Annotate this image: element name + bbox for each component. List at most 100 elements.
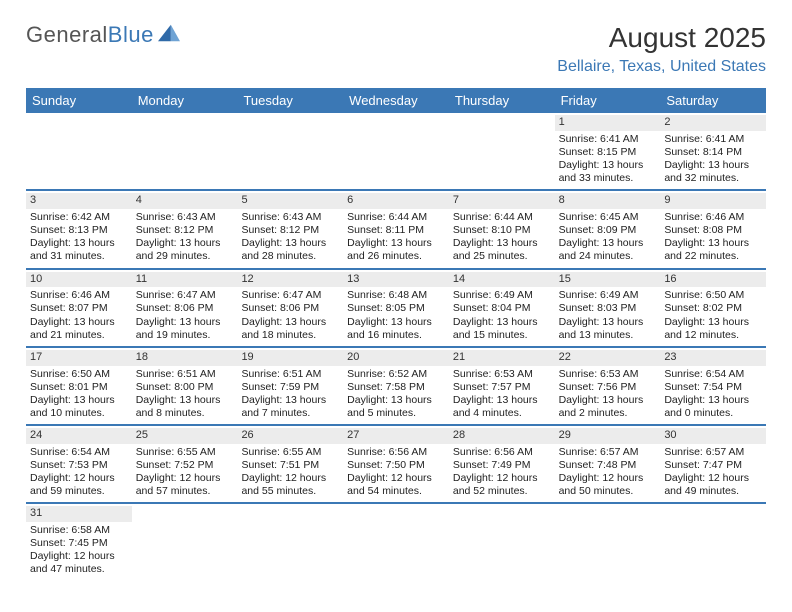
week-row: 3Sunrise: 6:42 AMSunset: 8:13 PMDaylight… xyxy=(26,191,766,269)
calendar-cell: 23Sunrise: 6:54 AMSunset: 7:54 PMDayligh… xyxy=(660,348,766,424)
cell-line: Sunrise: 6:52 AM xyxy=(347,368,445,381)
calendar-cell: 31Sunrise: 6:58 AMSunset: 7:45 PMDayligh… xyxy=(26,504,132,580)
location-subtitle: Bellaire, Texas, United States xyxy=(557,58,766,76)
cell-lines: Sunrise: 6:55 AMSunset: 7:52 PMDaylight:… xyxy=(136,446,234,499)
calendar-cell: 29Sunrise: 6:57 AMSunset: 7:48 PMDayligh… xyxy=(555,426,661,502)
calendar-cell xyxy=(26,113,132,189)
calendar-cell: 19Sunrise: 6:51 AMSunset: 7:59 PMDayligh… xyxy=(237,348,343,424)
cell-line: Sunrise: 6:44 AM xyxy=(347,211,445,224)
calendar-cell: 21Sunrise: 6:53 AMSunset: 7:57 PMDayligh… xyxy=(449,348,555,424)
calendar-cell: 20Sunrise: 6:52 AMSunset: 7:58 PMDayligh… xyxy=(343,348,449,424)
calendar-cell: 24Sunrise: 6:54 AMSunset: 7:53 PMDayligh… xyxy=(26,426,132,502)
calendar-cell xyxy=(237,504,343,580)
cell-line: Sunset: 7:52 PM xyxy=(136,459,234,472)
cell-lines: Sunrise: 6:46 AMSunset: 8:08 PMDaylight:… xyxy=(664,211,762,264)
cell-line: Sunset: 7:56 PM xyxy=(559,381,657,394)
cell-line: Sunrise: 6:54 AM xyxy=(30,446,128,459)
calendar-cell: 26Sunrise: 6:55 AMSunset: 7:51 PMDayligh… xyxy=(237,426,343,502)
cell-line: Sunset: 8:03 PM xyxy=(559,302,657,315)
day-number: 13 xyxy=(343,272,449,288)
cell-lines: Sunrise: 6:53 AMSunset: 7:56 PMDaylight:… xyxy=(559,368,657,421)
week-row: 1Sunrise: 6:41 AMSunset: 8:15 PMDaylight… xyxy=(26,113,766,191)
calendar-cell xyxy=(132,113,238,189)
calendar-body: 1Sunrise: 6:41 AMSunset: 8:15 PMDaylight… xyxy=(26,113,766,581)
cell-line: Sunrise: 6:51 AM xyxy=(241,368,339,381)
cell-lines: Sunrise: 6:44 AMSunset: 8:11 PMDaylight:… xyxy=(347,211,445,264)
cell-line: Daylight: 13 hours and 4 minutes. xyxy=(453,394,551,420)
calendar-cell: 15Sunrise: 6:49 AMSunset: 8:03 PMDayligh… xyxy=(555,270,661,346)
cell-line: Sunset: 7:51 PM xyxy=(241,459,339,472)
day-number: 14 xyxy=(449,272,555,288)
cell-line: Sunrise: 6:53 AM xyxy=(559,368,657,381)
brand-name-b: Blue xyxy=(108,22,154,48)
cell-line: Daylight: 13 hours and 22 minutes. xyxy=(664,237,762,263)
day-header: Friday xyxy=(555,89,661,113)
day-header: Wednesday xyxy=(343,89,449,113)
day-number: 2 xyxy=(660,115,766,131)
calendar-cell: 8Sunrise: 6:45 AMSunset: 8:09 PMDaylight… xyxy=(555,191,661,267)
cell-lines: Sunrise: 6:45 AMSunset: 8:09 PMDaylight:… xyxy=(559,211,657,264)
cell-line: Sunrise: 6:46 AM xyxy=(664,211,762,224)
calendar-cell: 10Sunrise: 6:46 AMSunset: 8:07 PMDayligh… xyxy=(26,270,132,346)
cell-lines: Sunrise: 6:57 AMSunset: 7:47 PMDaylight:… xyxy=(664,446,762,499)
calendar-cell: 5Sunrise: 6:43 AMSunset: 8:12 PMDaylight… xyxy=(237,191,343,267)
cell-line: Daylight: 13 hours and 13 minutes. xyxy=(559,316,657,342)
cell-line: Daylight: 13 hours and 19 minutes. xyxy=(136,316,234,342)
calendar-cell: 3Sunrise: 6:42 AMSunset: 8:13 PMDaylight… xyxy=(26,191,132,267)
calendar-cell: 27Sunrise: 6:56 AMSunset: 7:50 PMDayligh… xyxy=(343,426,449,502)
cell-line: Sunrise: 6:56 AM xyxy=(453,446,551,459)
calendar-cell xyxy=(449,504,555,580)
cell-line: Daylight: 12 hours and 49 minutes. xyxy=(664,472,762,498)
cell-lines: Sunrise: 6:54 AMSunset: 7:54 PMDaylight:… xyxy=(664,368,762,421)
calendar-cell: 18Sunrise: 6:51 AMSunset: 8:00 PMDayligh… xyxy=(132,348,238,424)
cell-lines: Sunrise: 6:53 AMSunset: 7:57 PMDaylight:… xyxy=(453,368,551,421)
title-block: August 2025 Bellaire, Texas, United Stat… xyxy=(557,22,766,76)
cell-line: Daylight: 13 hours and 26 minutes. xyxy=(347,237,445,263)
cell-line: Daylight: 13 hours and 0 minutes. xyxy=(664,394,762,420)
cell-line: Daylight: 13 hours and 2 minutes. xyxy=(559,394,657,420)
cell-line: Daylight: 13 hours and 24 minutes. xyxy=(559,237,657,263)
day-number: 31 xyxy=(26,506,132,522)
cell-line: Sunset: 8:00 PM xyxy=(136,381,234,394)
cell-line: Daylight: 12 hours and 55 minutes. xyxy=(241,472,339,498)
cell-lines: Sunrise: 6:50 AMSunset: 8:02 PMDaylight:… xyxy=(664,289,762,342)
cell-lines: Sunrise: 6:47 AMSunset: 8:06 PMDaylight:… xyxy=(241,289,339,342)
cell-line: Sunset: 8:11 PM xyxy=(347,224,445,237)
cell-line: Daylight: 13 hours and 28 minutes. xyxy=(241,237,339,263)
brand-logo: GeneralBlue xyxy=(26,22,180,48)
cell-line: Sunset: 7:48 PM xyxy=(559,459,657,472)
cell-lines: Sunrise: 6:51 AMSunset: 8:00 PMDaylight:… xyxy=(136,368,234,421)
cell-line: Sunrise: 6:50 AM xyxy=(30,368,128,381)
cell-line: Sunrise: 6:55 AM xyxy=(241,446,339,459)
brand-name-a: General xyxy=(26,22,108,48)
day-number: 27 xyxy=(343,428,449,444)
cell-line: Sunrise: 6:43 AM xyxy=(241,211,339,224)
cell-line: Sunrise: 6:53 AM xyxy=(453,368,551,381)
cell-line: Sunrise: 6:50 AM xyxy=(664,289,762,302)
cell-line: Sunset: 8:05 PM xyxy=(347,302,445,315)
cell-line: Sunrise: 6:57 AM xyxy=(559,446,657,459)
cell-line: Sunset: 7:49 PM xyxy=(453,459,551,472)
calendar-cell: 12Sunrise: 6:47 AMSunset: 8:06 PMDayligh… xyxy=(237,270,343,346)
calendar-cell: 11Sunrise: 6:47 AMSunset: 8:06 PMDayligh… xyxy=(132,270,238,346)
cell-lines: Sunrise: 6:46 AMSunset: 8:07 PMDaylight:… xyxy=(30,289,128,342)
day-number: 20 xyxy=(343,350,449,366)
cell-lines: Sunrise: 6:48 AMSunset: 8:05 PMDaylight:… xyxy=(347,289,445,342)
cell-lines: Sunrise: 6:43 AMSunset: 8:12 PMDaylight:… xyxy=(136,211,234,264)
calendar-cell xyxy=(449,113,555,189)
calendar-cell: 9Sunrise: 6:46 AMSunset: 8:08 PMDaylight… xyxy=(660,191,766,267)
cell-line: Sunset: 8:10 PM xyxy=(453,224,551,237)
cell-line: Sunrise: 6:47 AM xyxy=(241,289,339,302)
cell-line: Sunset: 8:06 PM xyxy=(136,302,234,315)
day-number: 3 xyxy=(26,193,132,209)
cell-line: Daylight: 13 hours and 33 minutes. xyxy=(559,159,657,185)
day-header: Thursday xyxy=(449,89,555,113)
calendar-cell: 30Sunrise: 6:57 AMSunset: 7:47 PMDayligh… xyxy=(660,426,766,502)
day-number: 5 xyxy=(237,193,343,209)
calendar-cell: 2Sunrise: 6:41 AMSunset: 8:14 PMDaylight… xyxy=(660,113,766,189)
calendar-cell xyxy=(237,113,343,189)
cell-line: Sunset: 7:58 PM xyxy=(347,381,445,394)
day-number: 16 xyxy=(660,272,766,288)
cell-line: Sunrise: 6:41 AM xyxy=(559,133,657,146)
week-row: 10Sunrise: 6:46 AMSunset: 8:07 PMDayligh… xyxy=(26,270,766,348)
